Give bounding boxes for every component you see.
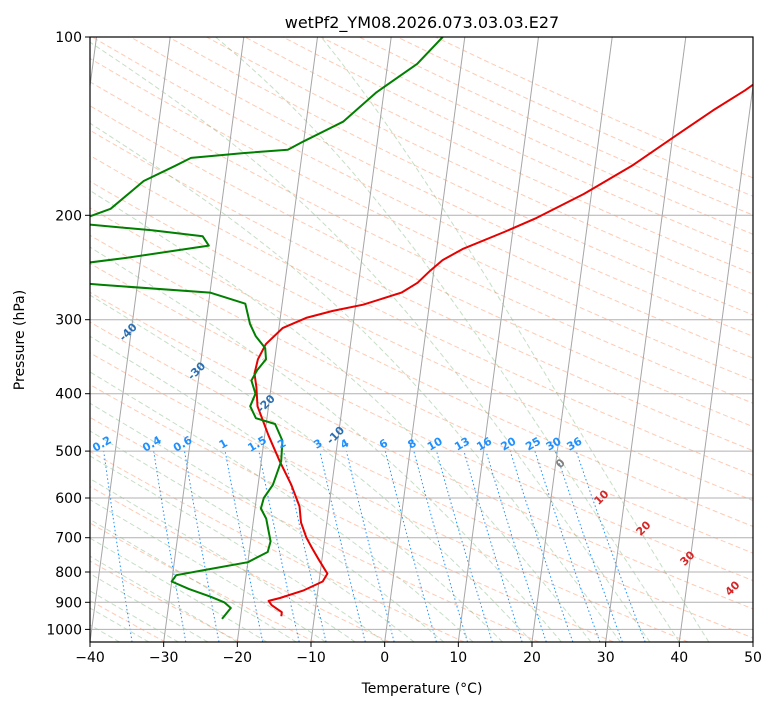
x-tick-label: 20 [523,650,541,666]
chart-title: wetPf2_YM08.2026.073.03.03.E27 [285,13,559,33]
y-tick-label: 1000 [46,622,82,638]
y-tick-label: 400 [55,387,82,403]
x-tick-label: 10 [449,650,467,666]
y-tick-label: 600 [55,491,82,507]
y-tick-label: 800 [55,565,82,581]
x-tick-label: 50 [744,650,762,666]
y-tick-label: 200 [55,208,82,224]
y-tick-label: 700 [55,531,82,547]
y-axis-label: Pressure (hPa) [12,290,28,390]
y-tick-label: 100 [55,30,82,46]
x-tick-label: −10 [296,650,326,666]
x-tick-label: −20 [223,650,253,666]
x-tick-label: −30 [149,650,179,666]
x-tick-label: 30 [597,650,615,666]
x-tick-label: 0 [380,650,389,666]
x-tick-label: 40 [670,650,688,666]
x-tick-label: −40 [75,650,105,666]
y-tick-label: 500 [55,444,82,460]
x-axis-label: Temperature (°C) [361,681,483,697]
y-tick-label: 900 [55,595,82,611]
y-tick-label: 300 [55,313,82,329]
